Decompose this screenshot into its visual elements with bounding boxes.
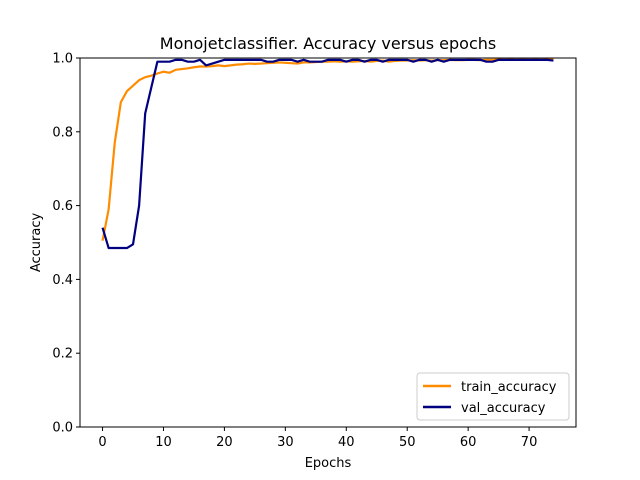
x-tick-label: 50 [399,435,416,450]
x-axis-title: Epochs [305,456,352,471]
legend-box [416,372,570,421]
series-layer [101,58,554,250]
chart-title: Monojetclassifier. Accuracy versus epoch… [160,34,496,53]
legend: train_accuracy val_accuracy [416,372,570,421]
legend-label-val-accuracy: val_accuracy [461,401,546,416]
y-tick-label: 0.4 [52,273,73,288]
x-tick-label: 10 [155,435,172,450]
x-tick-label: 0 [98,435,106,450]
x-axis: 0 10 20 30 40 50 60 70 [98,427,537,450]
y-axis: 0.0 0.2 0.4 0.6 0.8 1.0 [52,52,80,436]
x-tick-label: 30 [277,435,294,450]
y-tick-label: 0.6 [52,199,73,214]
x-tick-label: 20 [216,435,233,450]
y-tick-label: 0.8 [52,125,73,140]
y-tick-label: 1.0 [52,52,73,67]
plot-frame [79,57,577,428]
x-tick-label: 40 [338,435,355,450]
y-axis-title: Accuracy [29,213,44,273]
series-line-val-accuracy [101,58,554,250]
y-tick-label: 0.0 [52,421,73,436]
legend-label-train-accuracy: train_accuracy [461,380,557,395]
y-tick-label: 0.2 [52,347,73,362]
x-tick-label: 60 [460,435,477,450]
x-tick-label: 70 [521,435,538,450]
